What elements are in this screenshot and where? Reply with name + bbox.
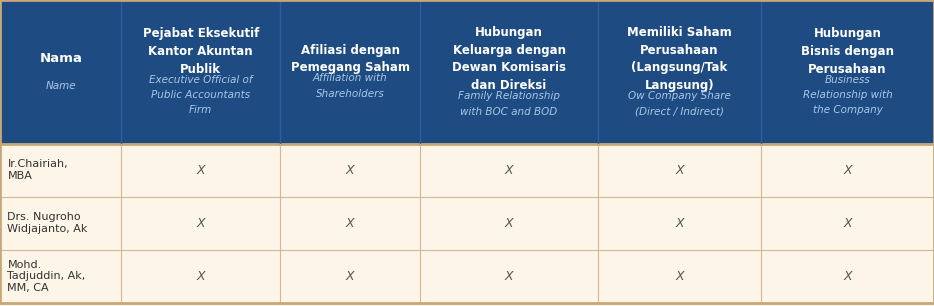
Text: Pemegang Saham: Pemegang Saham bbox=[290, 61, 410, 74]
Text: Afiliasi dengan: Afiliasi dengan bbox=[301, 43, 400, 57]
Text: Dewan Komisaris: Dewan Komisaris bbox=[452, 61, 566, 74]
Text: X: X bbox=[843, 217, 852, 230]
Text: Family Relationship: Family Relationship bbox=[458, 91, 560, 101]
Bar bbox=[0, 0, 934, 144]
Text: Affiliation with: Affiliation with bbox=[313, 73, 388, 84]
Text: Firm: Firm bbox=[190, 105, 212, 115]
Text: X: X bbox=[196, 217, 205, 230]
Text: Bisnis dengan: Bisnis dengan bbox=[801, 45, 894, 58]
Text: the Company: the Company bbox=[813, 105, 883, 115]
Text: (Langsung/Tak: (Langsung/Tak bbox=[631, 61, 728, 74]
Text: X: X bbox=[346, 270, 355, 283]
Text: (Direct / Indirect): (Direct / Indirect) bbox=[635, 106, 724, 117]
Text: Name: Name bbox=[46, 81, 76, 91]
Text: Relationship with: Relationship with bbox=[802, 90, 893, 100]
Text: Shareholders: Shareholders bbox=[316, 89, 385, 99]
Text: X: X bbox=[346, 164, 355, 177]
Text: X: X bbox=[843, 270, 852, 283]
Text: Nama: Nama bbox=[39, 52, 82, 65]
Text: Kantor Akuntan: Kantor Akuntan bbox=[149, 45, 253, 58]
Text: X: X bbox=[843, 164, 852, 177]
Text: X: X bbox=[504, 217, 514, 230]
Text: Hubungan: Hubungan bbox=[814, 27, 882, 40]
Text: Ow Company Share: Ow Company Share bbox=[628, 91, 731, 101]
Text: Publik: Publik bbox=[180, 62, 221, 76]
Text: X: X bbox=[504, 270, 514, 283]
Text: with BOC and BOD: with BOC and BOD bbox=[460, 106, 558, 117]
Text: Perusahaan: Perusahaan bbox=[808, 62, 887, 76]
Text: Hubungan: Hubungan bbox=[475, 26, 543, 39]
Text: Business: Business bbox=[825, 75, 870, 85]
Text: Ir.Chairiah,
MBA: Ir.Chairiah, MBA bbox=[7, 159, 68, 181]
Text: Memiliki Saham: Memiliki Saham bbox=[627, 26, 732, 39]
Text: Pejabat Eksekutif: Pejabat Eksekutif bbox=[143, 27, 259, 40]
Text: X: X bbox=[675, 270, 684, 283]
Bar bbox=[0, 250, 934, 303]
Text: Keluarga dengan: Keluarga dengan bbox=[453, 43, 565, 57]
Text: Perusahaan: Perusahaan bbox=[640, 43, 719, 57]
Text: Drs. Nugroho
Widjajanto, Ak: Drs. Nugroho Widjajanto, Ak bbox=[7, 212, 88, 234]
Text: X: X bbox=[196, 270, 205, 283]
Bar bbox=[0, 197, 934, 250]
Text: X: X bbox=[675, 217, 684, 230]
Text: Mohd.
Tadjuddin, Ak,
MM, CA: Mohd. Tadjuddin, Ak, MM, CA bbox=[7, 259, 86, 293]
Text: Public Accountants: Public Accountants bbox=[151, 90, 250, 100]
Text: X: X bbox=[346, 217, 355, 230]
Bar bbox=[0, 144, 934, 197]
Text: X: X bbox=[504, 164, 514, 177]
Text: dan Direksi: dan Direksi bbox=[472, 79, 546, 92]
Text: X: X bbox=[675, 164, 684, 177]
Text: Langsung): Langsung) bbox=[644, 79, 715, 92]
Text: X: X bbox=[196, 164, 205, 177]
Text: Executive Official of: Executive Official of bbox=[149, 75, 252, 85]
